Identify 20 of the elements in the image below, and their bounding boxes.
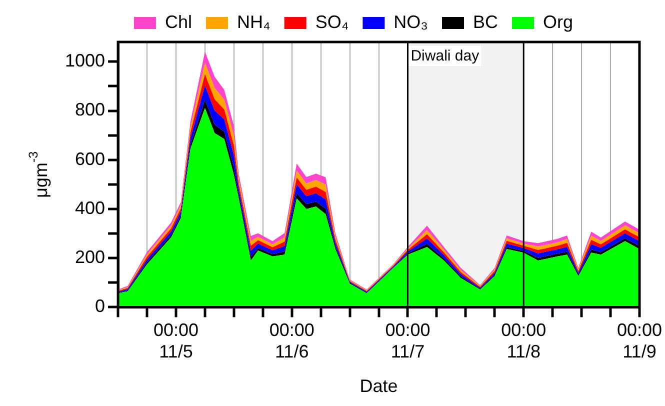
y-tick-label: 1000 <box>64 50 106 71</box>
y-tick-label: 400 <box>74 198 106 218</box>
legend-label: Org <box>543 12 574 32</box>
x-tick-label: 00:00 11/8 <box>501 320 546 362</box>
x-tick-label: 00:00 11/6 <box>269 320 314 362</box>
legend-label: NH₄ <box>236 12 270 32</box>
x-tick-label: 00:00 11/9 <box>616 320 662 362</box>
y-axis-title: μgm-3 <box>26 151 51 198</box>
legend-label: SO₄ <box>315 12 349 32</box>
legend-label: Chl <box>164 12 192 32</box>
x-tick-label: 00:00 11/7 <box>385 320 430 362</box>
legend-label: BC <box>473 12 498 32</box>
x-tick-label: 00:00 11/5 <box>153 320 199 362</box>
legend-label: NO₃ <box>394 12 428 32</box>
band-label: Diwali day <box>410 48 480 65</box>
y-tick-label: 0 <box>95 296 106 316</box>
y-tick-label: 600 <box>74 148 106 169</box>
x-axis-title: Date <box>360 376 398 396</box>
y-tick-label: 200 <box>74 247 106 268</box>
y-tick-label: 800 <box>74 100 106 120</box>
